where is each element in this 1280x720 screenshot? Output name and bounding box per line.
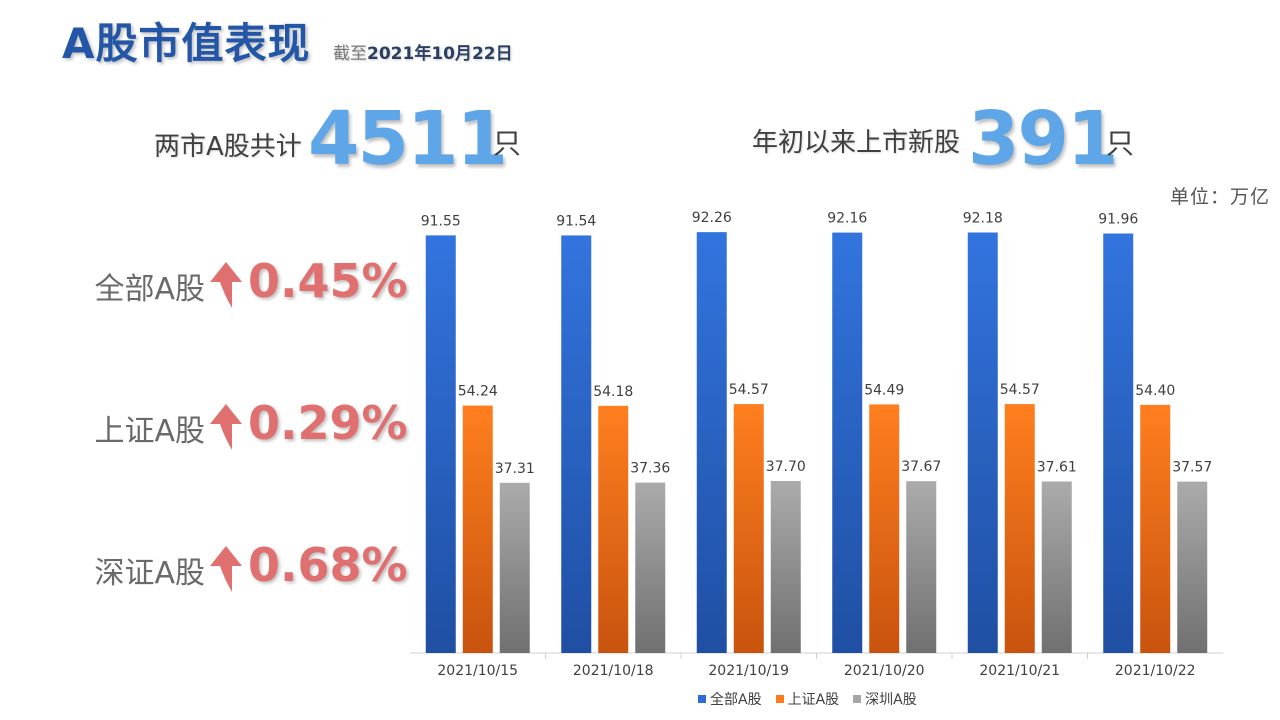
bar (967, 232, 998, 653)
data-label: 91.96 (1098, 212, 1138, 228)
bar (462, 405, 493, 653)
bar (425, 235, 456, 653)
bar (561, 235, 592, 653)
legend-item-all-a: 全部A股 (698, 689, 762, 709)
new-listings-label: 年初以来上市新股 (752, 128, 961, 158)
data-label: 37.70 (766, 459, 806, 475)
legend-label: 全部A股 (710, 692, 762, 708)
data-label: 37.57 (1172, 460, 1212, 476)
page-title: A股市值表现 (62, 19, 311, 68)
change-row-all-a: 全部A股 0.45% (70, 254, 410, 318)
bar (1177, 481, 1208, 653)
data-label: 37.67 (901, 459, 941, 475)
legend-item-sh-a: 上证A股 (775, 689, 840, 709)
bar (635, 482, 666, 653)
data-label: 54.24 (458, 384, 498, 400)
new-listings-value: 391 (968, 96, 1118, 182)
change-row-sz-a: 深证A股 0.68% (70, 538, 410, 602)
data-label: 92.26 (692, 210, 732, 226)
total-stocks-label: 两市A股共计 (154, 132, 302, 162)
bar (1140, 404, 1171, 653)
change-row-sh-a: 上证A股 0.29% (70, 396, 410, 460)
data-label: 54.49 (864, 382, 904, 398)
legend-label: 深圳A股 (865, 692, 917, 708)
x-tick-label: 2021/10/19 (708, 663, 789, 679)
new-listings-unit: 只 (1106, 127, 1135, 160)
change-name: 深证A股 (94, 556, 205, 591)
bar (1004, 404, 1035, 653)
as-of-prefix: 截至 (333, 44, 367, 64)
data-label: 92.16 (827, 211, 867, 227)
data-label: 54.18 (593, 384, 633, 400)
legend-item-sz-a: 深圳A股 (853, 689, 917, 709)
up-arrow-icon (210, 404, 242, 450)
change-name: 上证A股 (94, 414, 205, 449)
bar (906, 481, 937, 653)
change-percent: 0.45% (248, 254, 408, 308)
change-name: 全部A股 (94, 272, 205, 307)
bar (869, 404, 900, 653)
bar (770, 481, 801, 653)
x-tick-label: 2021/10/20 (844, 663, 925, 679)
bar (696, 232, 727, 653)
bar (499, 482, 530, 653)
as-of-date-value: 2021年10月22日 (367, 44, 513, 64)
as-of-date: 截至2021年10月22日 (333, 39, 513, 64)
up-arrow-icon (210, 546, 242, 592)
data-label: 37.31 (495, 461, 535, 477)
x-tick-label: 2021/10/22 (1115, 663, 1196, 679)
bar (832, 232, 863, 653)
data-label: 91.54 (556, 213, 596, 229)
chart-legend: 全部A股 上证A股 深圳A股 (698, 690, 917, 708)
change-percent: 0.68% (248, 538, 408, 592)
legend-label: 上证A股 (787, 692, 840, 708)
bar (733, 404, 764, 653)
data-label: 92.18 (963, 211, 1003, 227)
x-tick-label: 2021/10/18 (573, 663, 654, 679)
data-label: 37.36 (630, 461, 670, 477)
data-label: 37.61 (1037, 459, 1077, 475)
bar (598, 405, 629, 653)
total-stocks-value: 4511 (308, 96, 508, 182)
total-stocks-unit: 只 (493, 127, 522, 160)
change-percent: 0.29% (248, 396, 408, 450)
up-arrow-icon (210, 262, 242, 308)
x-tick-label: 2021/10/21 (979, 663, 1060, 679)
unit-note: 单位：万亿 (1169, 186, 1270, 208)
data-label: 54.57 (1000, 382, 1040, 398)
x-tick-label: 2021/10/15 (437, 663, 518, 679)
bar (1103, 233, 1134, 653)
data-label: 54.57 (729, 382, 769, 398)
market-cap-bar-chart: 91.55 54.24 37.31 2021/10/15 91.54 54.18 37.36… (410, 210, 1223, 679)
legend-swatch (775, 695, 784, 703)
data-label: 91.55 (421, 213, 461, 229)
legend-swatch (698, 695, 706, 703)
data-label: 54.40 (1135, 383, 1175, 399)
bar (1041, 481, 1072, 653)
legend-swatch (853, 695, 862, 703)
